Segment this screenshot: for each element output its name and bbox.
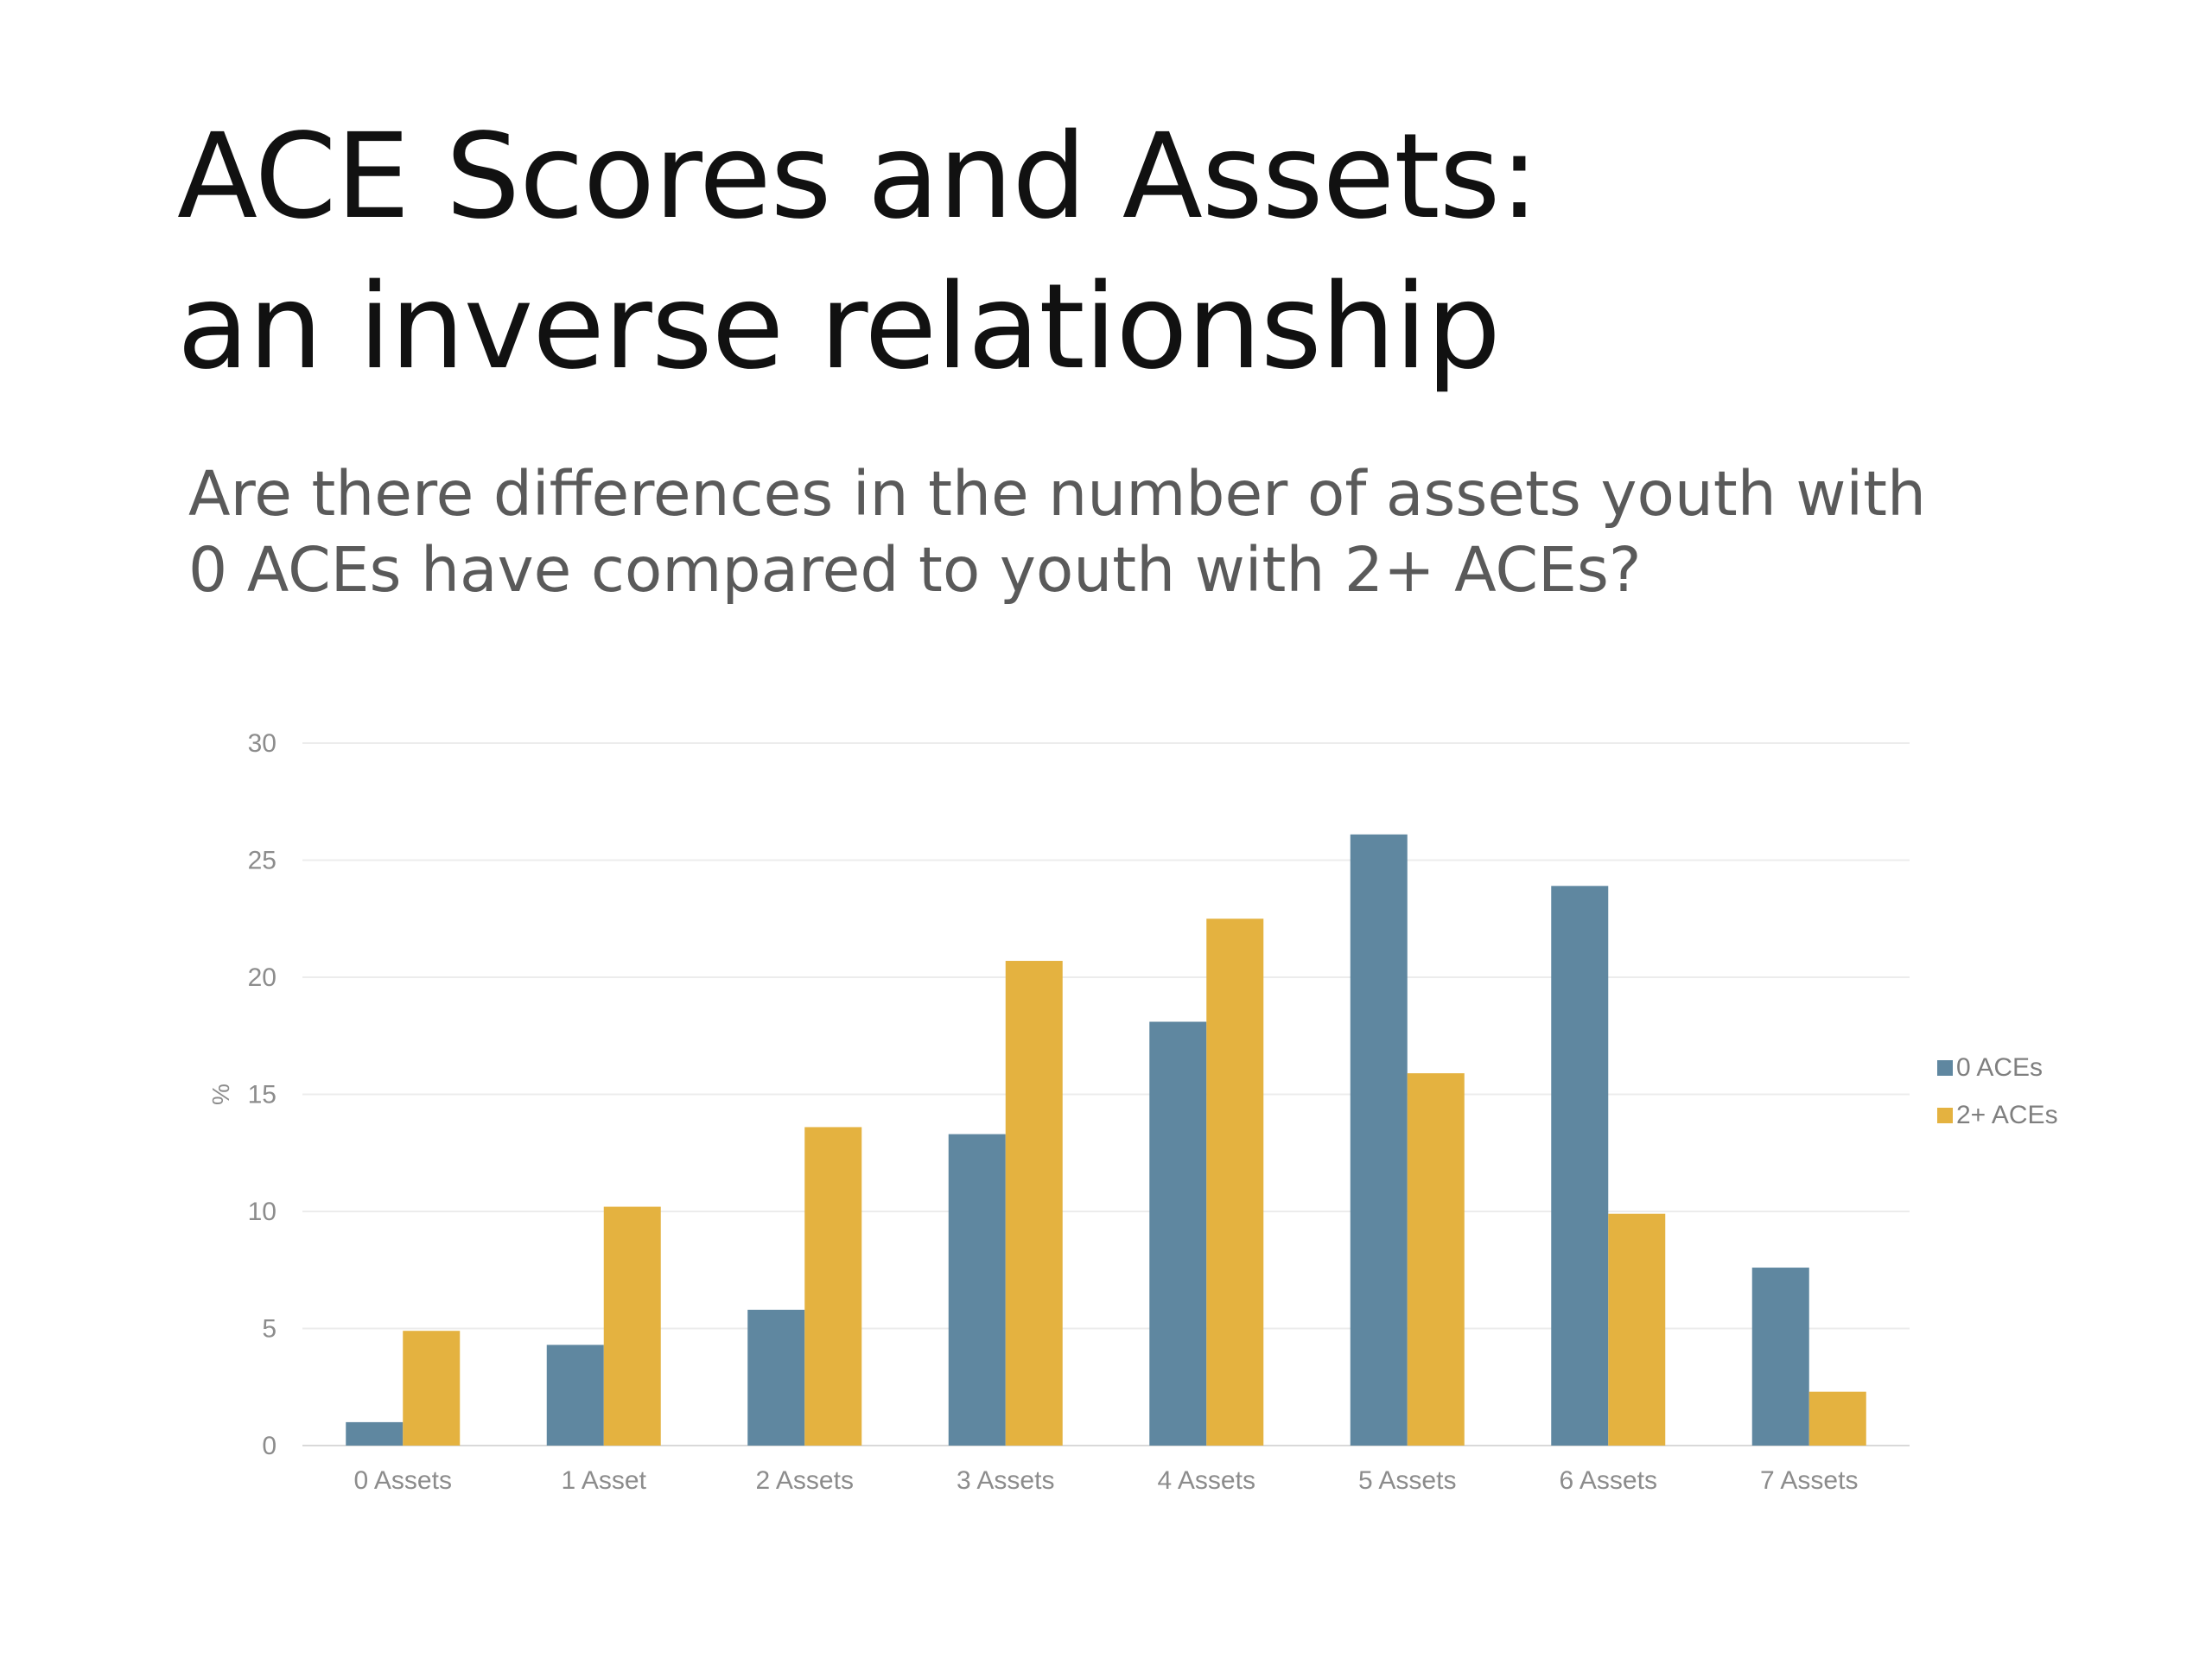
bar-zero-aces	[747, 1309, 805, 1446]
slide-title-line-2: an inverse relationship	[177, 259, 1501, 396]
x-tick-label: 7 Assets	[1760, 1466, 1858, 1495]
slide-subtitle: Are there differences in the number of a…	[188, 456, 1926, 608]
bar-two-plus-aces	[403, 1331, 461, 1446]
bar-two-plus-aces	[1407, 1073, 1465, 1446]
y-tick-label: 15	[248, 1081, 276, 1109]
bar-two-plus-aces	[804, 1127, 862, 1446]
legend-label: 2+ ACEs	[1956, 1101, 2058, 1129]
y-axis-ticks: 0 5 10 15 20 25 30	[248, 729, 276, 1460]
chart-bars	[346, 834, 1866, 1446]
x-tick-label: 4 Assets	[1158, 1466, 1255, 1495]
x-axis-ticks: 0 Assets 1 Asset 2 Assets 3 Assets 4 Assets 5…	[354, 1466, 1859, 1495]
bar-two-plus-aces	[1808, 1391, 1866, 1446]
y-tick-label: 20	[248, 963, 276, 992]
bar-two-plus-aces	[1005, 961, 1063, 1446]
y-tick-label: 5	[262, 1315, 276, 1344]
bar-two-plus-aces	[1206, 918, 1264, 1446]
chart-gridlines	[302, 742, 1910, 1446]
legend-swatch	[1937, 1108, 1953, 1123]
y-axis-label: %	[207, 1084, 234, 1105]
legend-label: 0 ACEs	[1956, 1053, 2043, 1082]
y-tick-label: 10	[248, 1198, 276, 1226]
bar-chart: 0 5 10 15 20 25 30 % 0 Assets 1 Asset 2 Assets 3 …	[207, 729, 2058, 1495]
x-tick-label: 2 Assets	[756, 1466, 854, 1495]
x-tick-label: 0 Assets	[354, 1466, 452, 1495]
bar-zero-aces	[1350, 834, 1408, 1446]
bar-two-plus-aces	[1608, 1213, 1666, 1446]
bar-zero-aces	[546, 1344, 604, 1446]
slide-title-line-1: ACE Scores and Assets:	[177, 109, 1539, 245]
x-tick-label: 5 Assets	[1358, 1466, 1456, 1495]
chart-legend: 0 ACEs 2+ ACEs	[1937, 1053, 2058, 1129]
y-tick-label: 30	[248, 729, 276, 758]
slide-subtitle-line-1: Are there differences in the number of a…	[188, 458, 1926, 530]
bar-two-plus-aces	[603, 1206, 661, 1446]
y-tick-label: 25	[248, 847, 276, 875]
slide-title: ACE Scores and Assets: an inverse relati…	[177, 102, 1539, 403]
bar-zero-aces	[346, 1421, 404, 1446]
x-tick-label: 1 Asset	[562, 1466, 647, 1495]
bar-zero-aces	[1751, 1268, 1809, 1446]
legend-swatch	[1937, 1060, 1953, 1076]
bar-zero-aces	[1149, 1021, 1207, 1446]
slide-subtitle-line-2: 0 ACEs have compared to youth with 2+ AC…	[188, 534, 1642, 606]
bar-zero-aces	[1551, 886, 1609, 1446]
bar-zero-aces	[948, 1134, 1006, 1446]
x-tick-label: 3 Assets	[957, 1466, 1054, 1495]
x-tick-label: 6 Assets	[1560, 1466, 1657, 1495]
y-tick-label: 0	[262, 1432, 276, 1460]
